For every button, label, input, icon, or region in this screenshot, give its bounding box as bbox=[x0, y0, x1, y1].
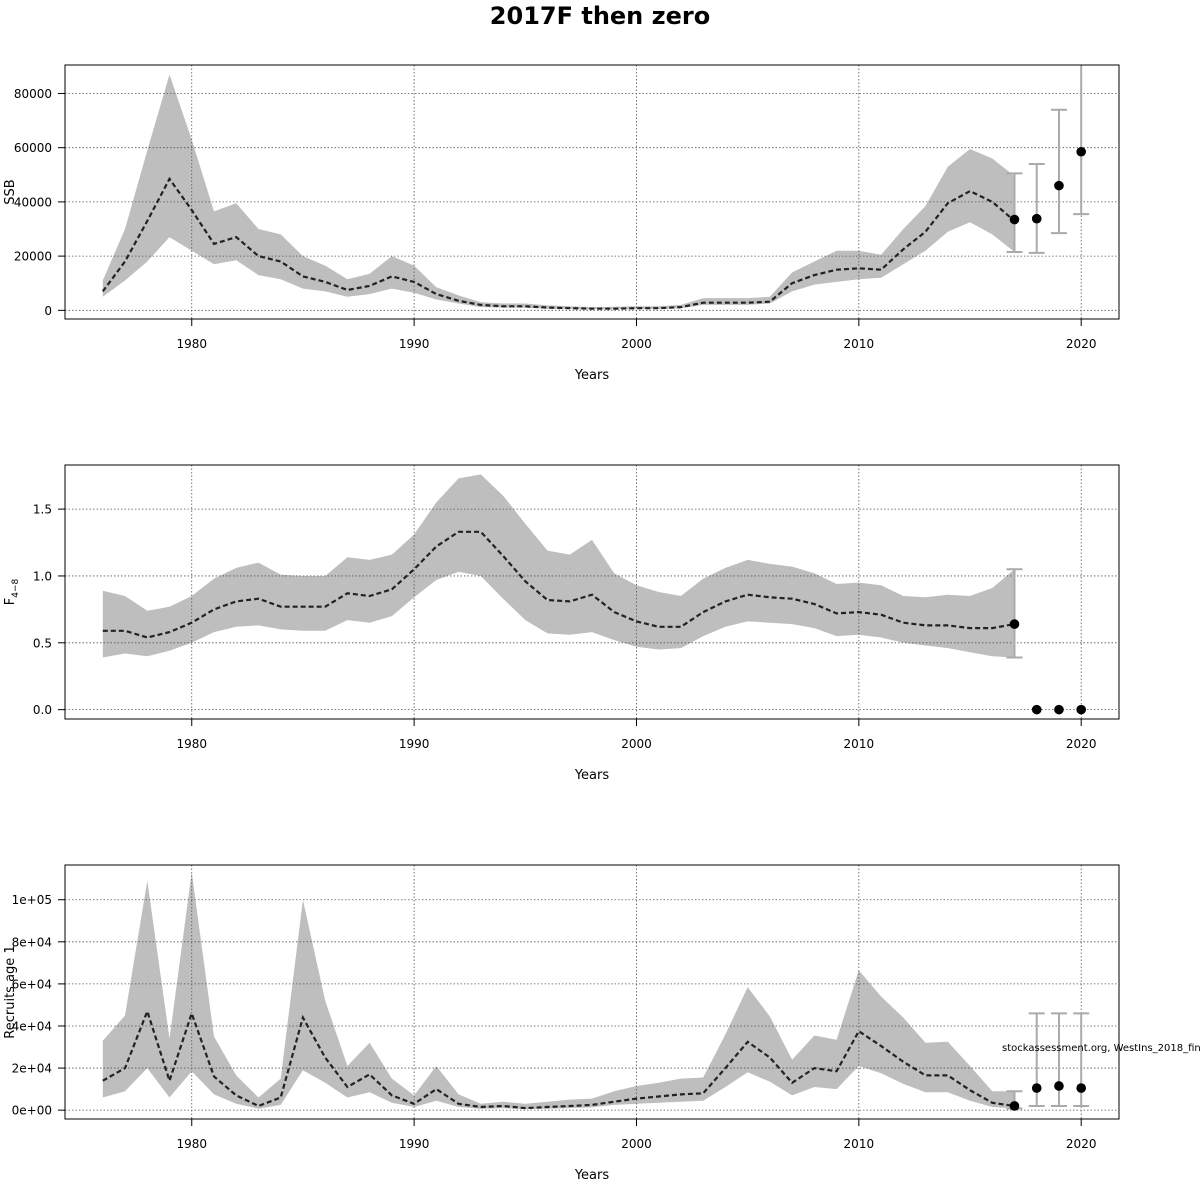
panel-ssb: 1980 1990 2000 2010 2020 0 20000 40000 60000 8000… bbox=[3, 64, 1120, 383]
forecast-point bbox=[1031, 704, 1042, 715]
forecast-point bbox=[1076, 1083, 1086, 1093]
y-axis-label: SSB bbox=[3, 179, 18, 204]
forecast-point bbox=[1054, 180, 1064, 191]
y-tick-label: 6e+04 bbox=[12, 977, 52, 991]
y-tick-label: 1.0 bbox=[33, 569, 52, 583]
y-tick-label: 0 bbox=[44, 304, 52, 318]
y-tick-label: 0.5 bbox=[33, 636, 52, 650]
x-tick-label: 2020 bbox=[1066, 1137, 1097, 1151]
plot-frame bbox=[64, 64, 1120, 320]
y-tick-label: 0e+00 bbox=[12, 1104, 52, 1118]
x-tick-label: 1980 bbox=[176, 737, 207, 751]
y-tick-label: 8e+04 bbox=[12, 935, 52, 949]
x-tick-label: 2010 bbox=[844, 737, 875, 751]
forecast-point bbox=[1054, 704, 1064, 715]
forecast-point bbox=[1076, 146, 1086, 157]
y-tick-label: 4e+04 bbox=[12, 1019, 52, 1033]
x-tick-label: 1990 bbox=[399, 737, 430, 751]
y-tick-label: 80000 bbox=[14, 87, 52, 101]
x-tick-label: 1980 bbox=[176, 1137, 207, 1151]
x-axis-label: Years bbox=[574, 368, 610, 383]
plot-area bbox=[65, 865, 1119, 1119]
x-axis-label: Years bbox=[574, 1168, 610, 1183]
forecast-point bbox=[1054, 1081, 1064, 1091]
plot-frame bbox=[64, 864, 1120, 1120]
forecast-point bbox=[1031, 213, 1042, 224]
y-tick-label: 2e+04 bbox=[12, 1062, 52, 1076]
x-tick-label: 2010 bbox=[844, 337, 875, 351]
x-axis-label: Years bbox=[574, 768, 610, 783]
estimate-line bbox=[102, 530, 1015, 639]
forecast-point bbox=[1009, 619, 1020, 629]
y-axis-label: Recruits age 1 bbox=[3, 945, 18, 1038]
forecast-point bbox=[1009, 214, 1020, 225]
estimate-line bbox=[102, 1008, 1015, 1110]
chart-title: 2017F then zero bbox=[489, 2, 711, 30]
y-axis-label: F4−8 bbox=[3, 578, 21, 605]
x-tick-label: 1990 bbox=[399, 1137, 430, 1151]
x-tick-label: 2010 bbox=[844, 1137, 875, 1151]
y-tick-label: 40000 bbox=[14, 195, 52, 209]
source-note: stockassessment.org, WestIns_2018_fina bbox=[1002, 1043, 1200, 1054]
x-tick-label: 2020 bbox=[1066, 737, 1097, 751]
y-tick-label: 0.0 bbox=[33, 703, 52, 717]
panel-recruits: 1980 1990 2000 2010 2020 0e+00 2e+04 4e+04 6e+04… bbox=[3, 864, 1120, 1183]
x-tick-label: 1990 bbox=[399, 337, 430, 351]
y-tick-label: 1e+05 bbox=[12, 893, 52, 907]
confidence-band bbox=[102, 872, 1015, 1110]
y-axis-label-subscript: 4−8 bbox=[11, 578, 21, 597]
estimate-line bbox=[101, 176, 1016, 310]
x-tick-label: 1980 bbox=[176, 337, 207, 351]
y-tick-label: 1.5 bbox=[33, 503, 52, 517]
y-tick-label: 60000 bbox=[14, 141, 52, 155]
confidence-band bbox=[102, 74, 1015, 310]
plot-area bbox=[65, 465, 1119, 719]
x-tick-label: 2020 bbox=[1066, 337, 1097, 351]
plot-area bbox=[65, 65, 1119, 319]
y-tick-label: 20000 bbox=[14, 250, 52, 264]
confidence-band bbox=[102, 474, 1015, 658]
forecast-point bbox=[1009, 1101, 1020, 1111]
plot-frame bbox=[64, 464, 1120, 720]
x-tick-label: 2000 bbox=[621, 1137, 652, 1151]
x-tick-label: 2000 bbox=[621, 337, 652, 351]
panel-fishing-mortality: 1980 1990 2000 2010 2020 0.0 0.5 1.0 1.5 Years F4−… bbox=[3, 464, 1120, 783]
x-tick-label: 2000 bbox=[621, 737, 652, 751]
forecast-point bbox=[1076, 704, 1086, 715]
forecast-point bbox=[1031, 1083, 1042, 1093]
